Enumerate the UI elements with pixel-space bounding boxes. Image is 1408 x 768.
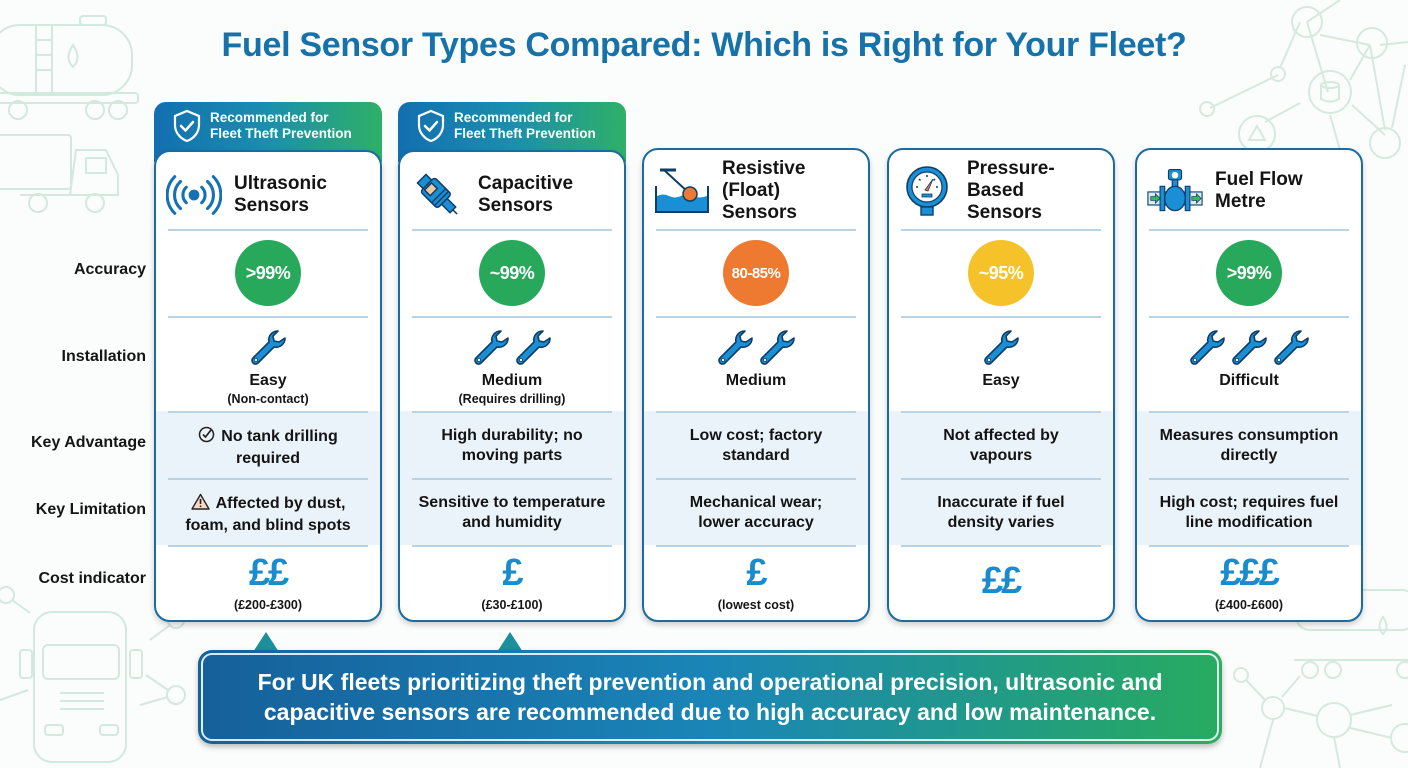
key-advantage: Measures consumption directly xyxy=(1159,427,1339,464)
float-tank-icon xyxy=(655,168,709,213)
wrench-icon xyxy=(1229,328,1269,368)
cost-symbol: £ xyxy=(746,552,767,594)
installation-difficulty-icons xyxy=(644,328,868,368)
card-body: Ultrasonic Sensors >99% Easy (Non-contact… xyxy=(154,150,382,622)
sensor-name: Pressure-Based xyxy=(967,158,1055,201)
card-body: Capacitive Sensors ~99% Medium (Requires … xyxy=(398,150,626,622)
callout-pointer-ultrasonic xyxy=(253,632,279,652)
wrench-icon xyxy=(1187,328,1227,368)
sensor-name-line2: Sensors xyxy=(234,195,309,216)
installation-note: (Requires drilling) xyxy=(458,392,566,406)
cost-range: (£30-£100) xyxy=(481,598,543,612)
sensor-name-line2: Sensors xyxy=(478,195,553,216)
flow-meter-valve-icon xyxy=(1147,168,1203,212)
key-advantage: No tank drilling required xyxy=(164,426,372,469)
cost-range: (£200-£300) xyxy=(233,598,303,612)
key-advantage: Not affected by vapours xyxy=(943,427,1059,464)
card-body: Pressure-Based Sensors ~95% Easy Not affe… xyxy=(887,148,1115,622)
card-body: Fuel Flow Metre >99% Difficult Measures c… xyxy=(1135,148,1363,622)
key-limitation: Mechanical wear; lower accuracy xyxy=(689,494,823,531)
ribbon-line1: Recommended for xyxy=(454,110,573,125)
cost-range: (lowest cost) xyxy=(717,598,795,612)
cost-symbol: £ xyxy=(502,552,523,594)
sensor-name: Resistive xyxy=(722,158,806,179)
summary-line1: For UK fleets prioritizing theft prevent… xyxy=(257,669,1163,695)
ribbon-line2: Fleet Theft Prevention xyxy=(454,126,596,141)
row-label-installation: Installation xyxy=(61,348,146,365)
accuracy-badge: >99% xyxy=(1216,240,1282,306)
cost-symbol: ££ xyxy=(248,552,289,594)
sensor-name-line2: Sensors xyxy=(967,202,1042,223)
page-title: Fuel Sensor Types Compared: Which is Rig… xyxy=(221,26,1187,64)
wrench-icon xyxy=(1271,328,1311,368)
wrench-icon xyxy=(981,328,1021,368)
shield-check-icon xyxy=(173,109,201,143)
summary-line2: capacitive sensors are recommended due t… xyxy=(263,699,1157,725)
ribbon-line1: Recommended for xyxy=(210,110,329,125)
sensor-name: Fuel Flow xyxy=(1215,169,1303,190)
row-label-key-advantage: Key Advantage xyxy=(31,434,146,451)
check-circle-icon xyxy=(199,426,215,443)
cost-range: (£400-£600) xyxy=(1214,598,1284,612)
installation-level: Easy xyxy=(249,372,287,389)
key-limitation: Inaccurate if fuel density varies xyxy=(937,494,1065,531)
installation-difficulty-icons xyxy=(156,328,380,368)
shield-check-icon xyxy=(417,109,445,143)
callout-pointer-capacitive xyxy=(497,632,523,652)
key-limitation: Affected by dust, foam, and blind spots xyxy=(185,493,351,534)
ultrasonic-waves-icon xyxy=(166,175,222,215)
key-limitation: High cost; requires fuel line modificatio… xyxy=(1159,494,1339,531)
row-label-key-limitation: Key Limitation xyxy=(35,501,146,518)
row-label-cost-indicator: Cost indicator xyxy=(38,570,146,587)
sensor-name: Capacitive xyxy=(478,173,574,194)
wrench-icon xyxy=(248,328,288,368)
installation-difficulty-icons xyxy=(1137,328,1361,368)
sensor-name-line2: (Float) Sensors xyxy=(722,180,797,223)
installation-level: Medium xyxy=(725,372,787,389)
row-label-accuracy: Accuracy xyxy=(73,261,146,278)
warning-icon xyxy=(190,493,210,510)
wrench-icon xyxy=(757,328,797,368)
accuracy-badge: ~95% xyxy=(968,240,1034,306)
accuracy-badge: 80-85% xyxy=(723,240,789,306)
recommendation-summary: For UK fleets prioritizing theft prevent… xyxy=(198,650,1222,744)
wrench-icon xyxy=(715,328,755,368)
card-body: Resistive (Float) Sensors 80-85% Medium L… xyxy=(642,148,870,622)
cost-symbol: £££ xyxy=(1220,552,1279,594)
ribbon-line2: Fleet Theft Prevention xyxy=(210,126,352,141)
sensor-name-line2: Metre xyxy=(1215,191,1266,212)
sensor-name: Ultrasonic xyxy=(234,173,327,194)
network-graph-icon xyxy=(1199,0,1408,159)
wrench-icon xyxy=(471,328,511,368)
cost-symbol: ££ xyxy=(981,560,1022,602)
installation-difficulty-icons xyxy=(889,328,1113,368)
installation-level: Difficult xyxy=(1219,372,1279,389)
accuracy-badge: ~99% xyxy=(479,240,545,306)
capacitive-probe-icon xyxy=(416,173,458,215)
accuracy-badge: >99% xyxy=(235,240,301,306)
key-advantage: High durability; no moving parts xyxy=(441,427,583,464)
pressure-gauge-icon xyxy=(906,166,948,216)
key-advantage: Low cost; factory standard xyxy=(689,427,823,464)
wrench-icon xyxy=(513,328,553,368)
key-limitation: Sensitive to temperature and humidity xyxy=(418,494,606,531)
installation-note: (Non-contact) xyxy=(227,392,309,406)
box-truck-icon xyxy=(0,134,119,213)
installation-difficulty-icons xyxy=(400,328,624,368)
installation-level: Medium xyxy=(481,372,543,389)
installation-level: Easy xyxy=(982,372,1020,389)
